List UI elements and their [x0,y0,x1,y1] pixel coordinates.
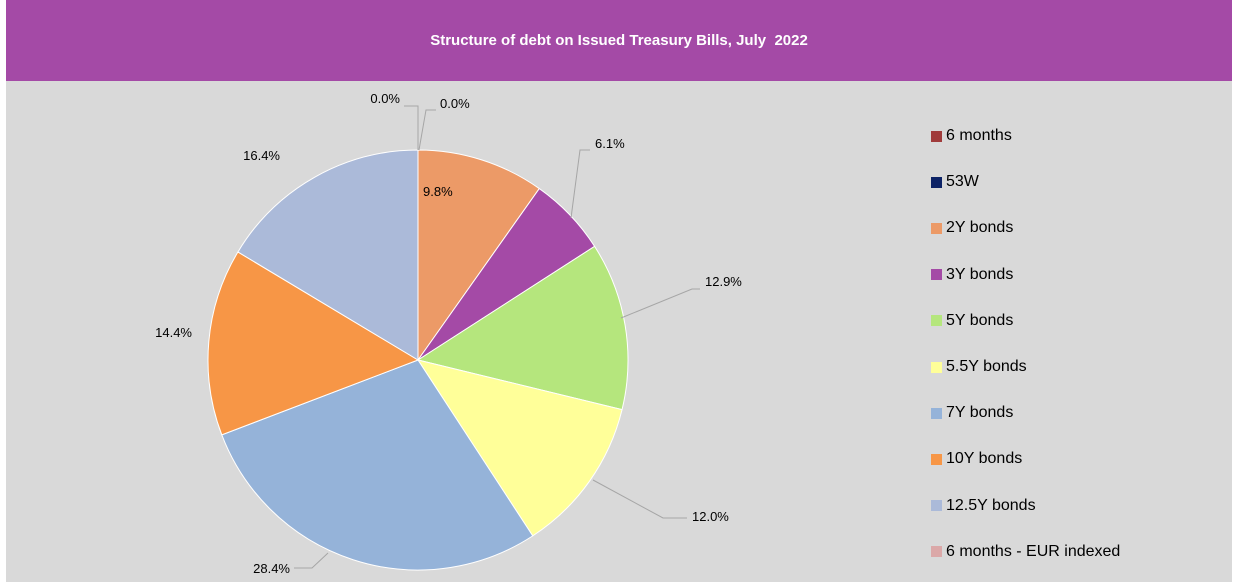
leader-line [418,109,436,151]
data-label: 14.4% [155,325,192,340]
data-label: 28.4% [253,561,290,576]
legend-item: 6 months [931,113,1120,159]
data-label: 0.0% [440,96,470,111]
legend-label: 7Y bonds [946,404,1014,422]
legend-label: 2Y bonds [946,219,1014,237]
leader-line [294,552,329,569]
legend-item: 2Y bonds [931,205,1120,251]
pie-chart: 0.0% 0.0% 9.8% 6.1% 12.9% 12.0% 28.4% 14.4% 16.4… [155,91,742,576]
legend-item: 6 months - EUR indexed [931,529,1120,575]
legend-label: 5.5Y bonds [946,358,1027,376]
legend-item: 53W [931,159,1120,205]
legend-label: 10Y bonds [946,450,1023,468]
data-label: 9.8% [423,184,453,199]
chart-title: Structure of debt on Issued Treasury Bil… [430,32,808,49]
legend-label: 6 months - EUR indexed [946,542,1121,560]
legend-swatch [931,500,942,512]
legend-swatch [931,546,942,558]
legend-item: 10Y bonds [931,436,1120,482]
legend-swatch [931,130,942,142]
legend-swatch [931,176,942,188]
legend-swatch [931,315,942,327]
data-label: 0.0% [370,91,400,106]
legend-swatch [931,269,942,281]
legend-label: 3Y bonds [946,265,1014,283]
data-label: 12.0% [692,509,729,524]
leader-line [592,479,687,519]
pie-slice-10y-bonds [207,251,420,436]
leader-line [570,149,590,219]
legend-label: 5Y bonds [946,311,1014,329]
legend-item: 3Y bonds [931,252,1120,298]
legend-item: 5.5Y bonds [931,344,1120,390]
pie-slice-5-5y-bonds [416,359,623,537]
data-label: 16.4% [243,148,280,163]
leader-line [404,105,419,150]
legend-label: 12.5Y bonds [946,496,1036,514]
legend-item: 5Y bonds [931,298,1120,344]
title-bar: Structure of debt on Issued Treasury Bil… [6,0,1232,81]
legend-item: 7Y bonds [931,390,1120,436]
legend-item: 12.5Y bonds [931,483,1120,529]
legend: 6 months 53W 2Y bonds 3Y bonds 5Y bonds 5.5Y … [931,113,1120,575]
leader-line [620,288,700,319]
pie-slice-2y-bonds [417,149,540,362]
pie-slice-7y-bonds [221,359,534,571]
pie-slice-5y-bonds [416,245,629,411]
chart-area: Structure of debt on Issued Treasury Bil… [6,0,1232,582]
legend-swatch [931,453,942,465]
legend-swatch [931,361,942,373]
legend-swatch [931,407,942,419]
legend-label: 6 months [946,127,1012,145]
legend-swatch [931,222,942,234]
pie-slice-12-5y-bonds [237,149,419,361]
legend-label: 53W [946,173,979,191]
data-label: 6.1% [595,136,625,151]
data-label: 12.9% [705,274,742,289]
